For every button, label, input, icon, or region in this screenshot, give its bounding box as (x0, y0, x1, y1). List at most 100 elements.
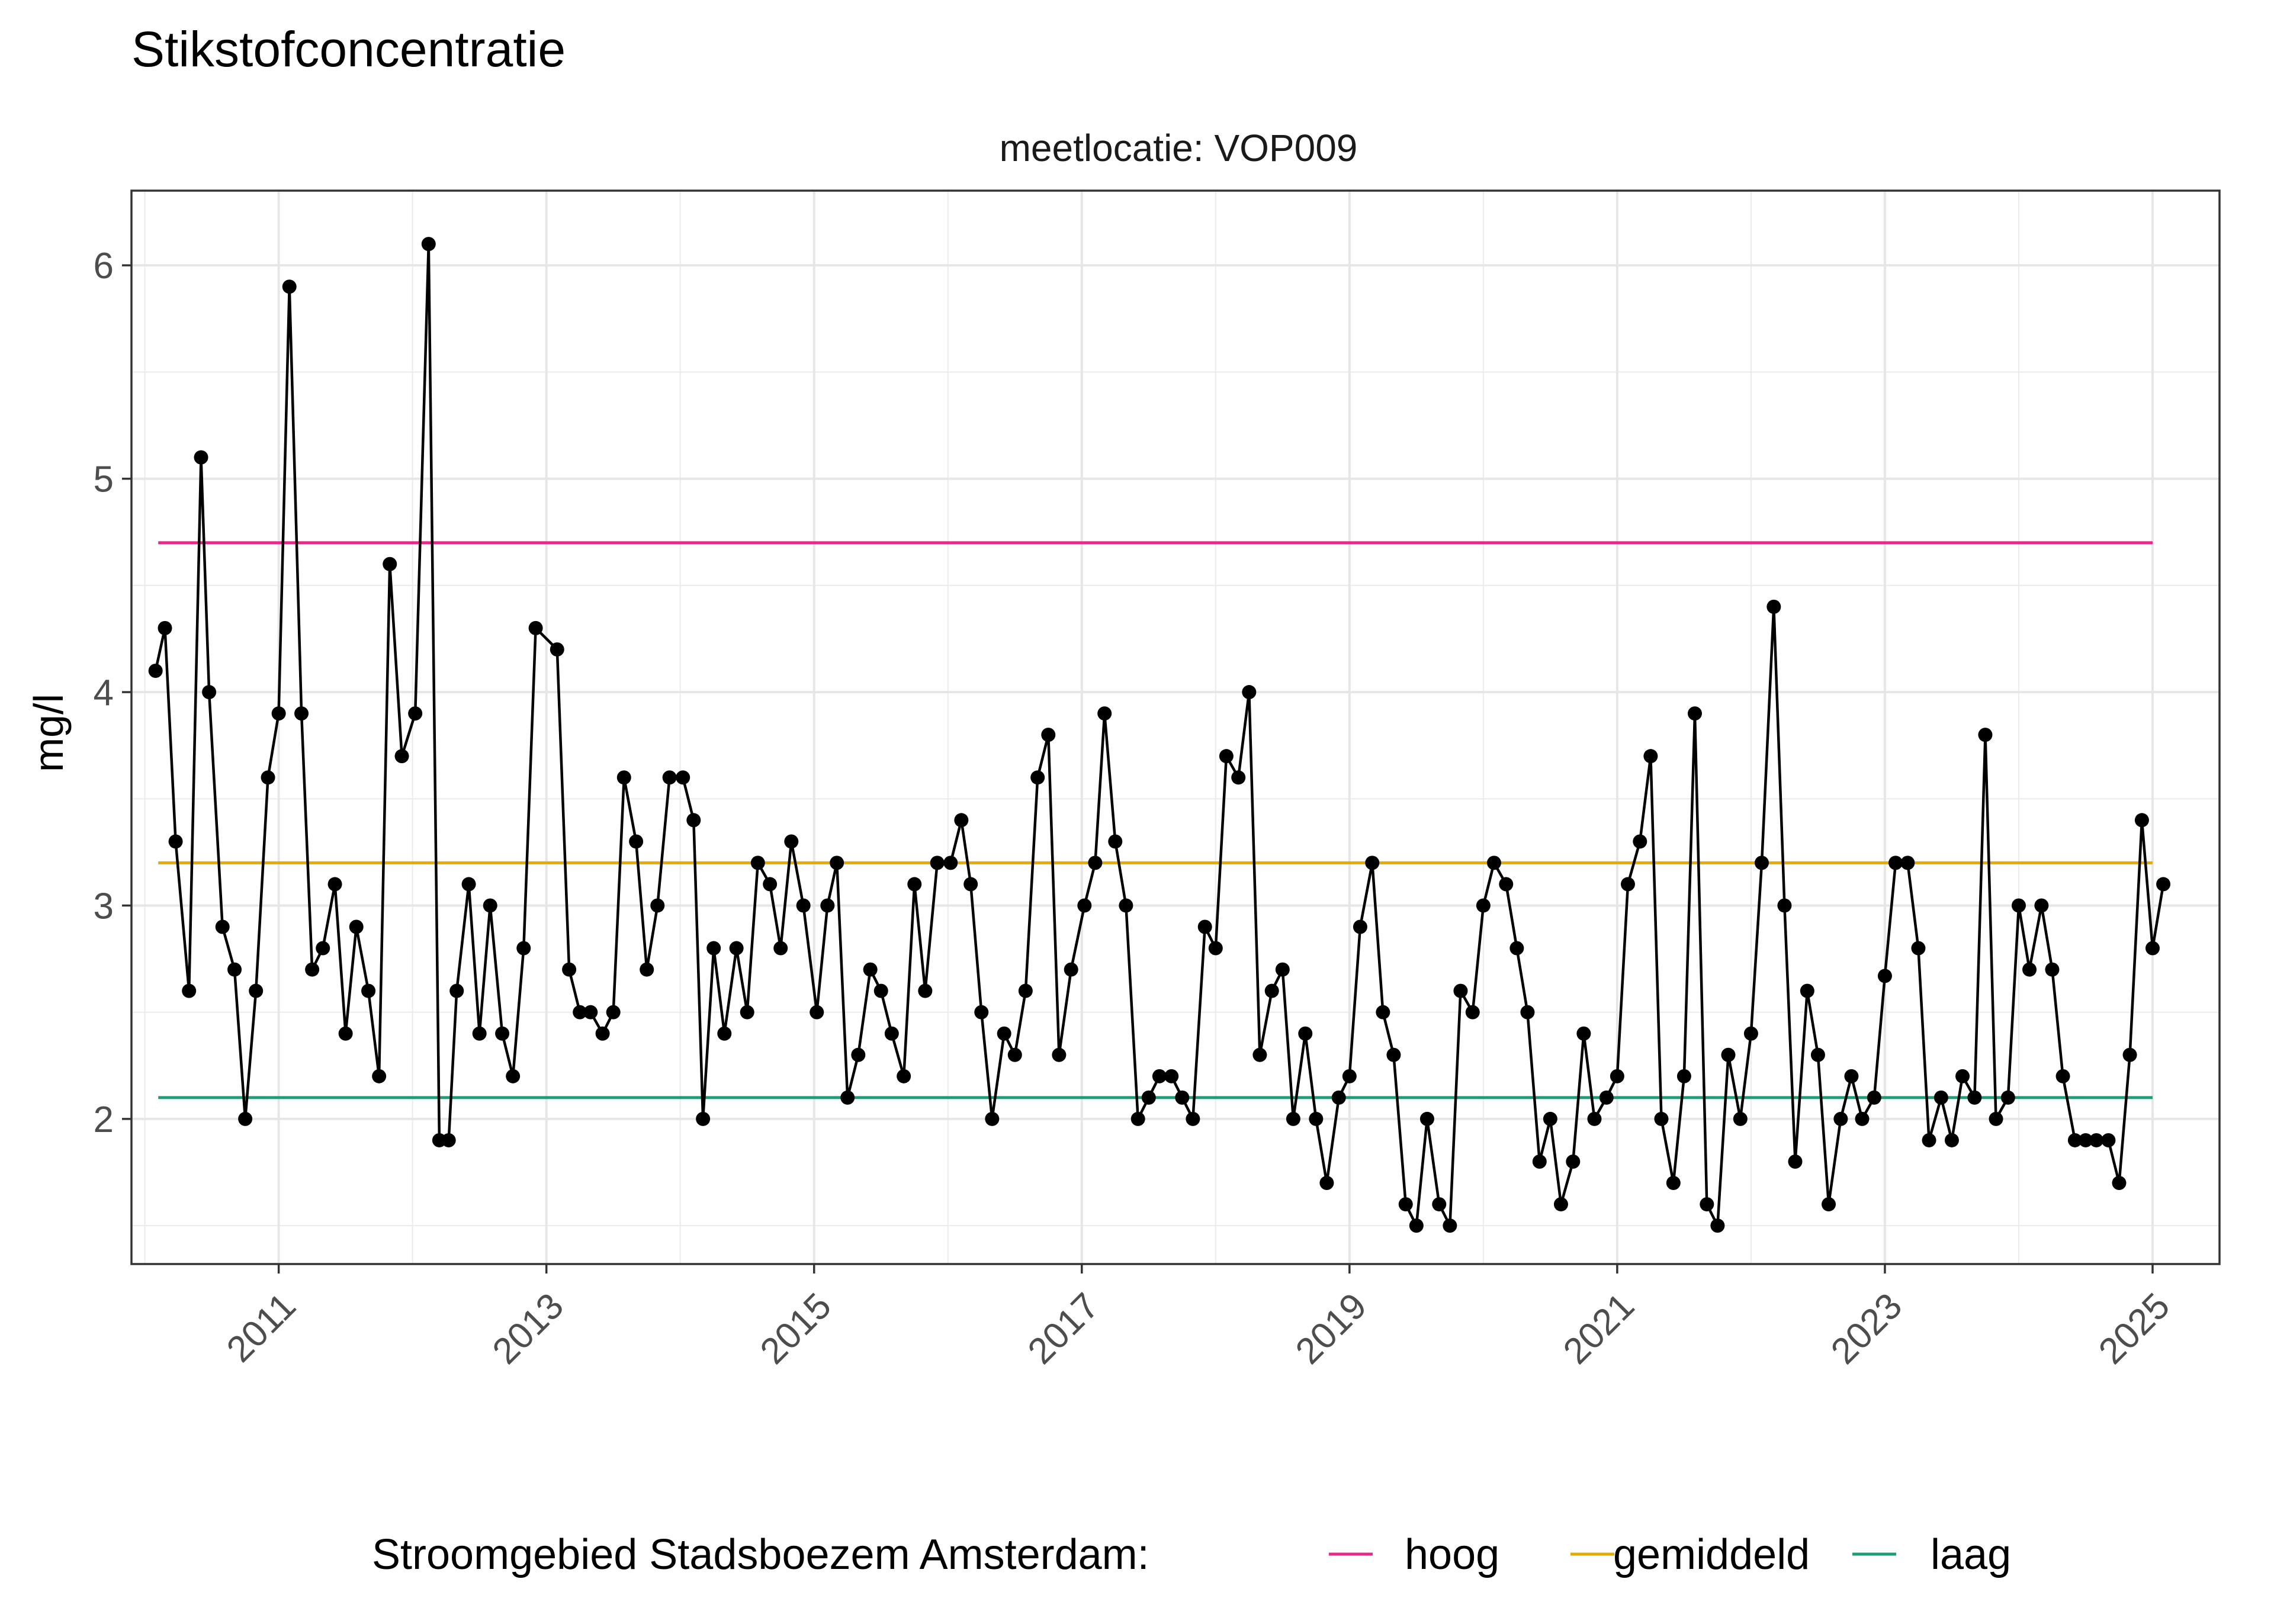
data-point (1119, 898, 1133, 913)
data-point (1275, 962, 1290, 977)
x-tick-label: 2015 (753, 1285, 839, 1372)
data-point (271, 706, 286, 721)
data-point (1855, 1111, 1870, 1126)
data-point (717, 1026, 732, 1041)
data-point (1298, 1026, 1313, 1041)
axes: 2 3 4 5 6 2011 2013 2015 2017 2019 2021 2023 2025 (94, 246, 2178, 1372)
data-point (696, 1111, 711, 1126)
data-point (1766, 599, 1781, 614)
data-point (985, 1111, 1000, 1126)
data-point (202, 685, 217, 700)
data-point (2045, 962, 2060, 977)
grid-layer (131, 191, 2220, 1264)
data-point (1788, 1154, 1803, 1169)
data-point (1286, 1111, 1300, 1126)
y-tick-label: 2 (94, 1099, 114, 1140)
data-point (1398, 1197, 1413, 1212)
data-point (2067, 1133, 2082, 1147)
data-point (1052, 1047, 1067, 1062)
data-point (1867, 1090, 1881, 1105)
data-point (1955, 1069, 1970, 1083)
data-point (954, 813, 969, 828)
data-point (1576, 1026, 1591, 1041)
x-tick-label: 2011 (219, 1285, 304, 1370)
data-point (1687, 706, 1702, 721)
data-point (616, 770, 631, 785)
data-point (1231, 770, 1246, 785)
data-point (662, 770, 677, 785)
data-point (1944, 1133, 1959, 1147)
data-point (449, 983, 464, 998)
plot-panel-border (130, 189, 2221, 1265)
data-point (763, 877, 778, 892)
data-point (784, 834, 799, 849)
data-point (148, 663, 163, 678)
data-point (2134, 813, 2149, 828)
data-point (1175, 1090, 1190, 1105)
data-point (629, 834, 644, 849)
data-point (1018, 983, 1033, 998)
data-point (472, 1026, 487, 1041)
data-point (851, 1047, 866, 1062)
data-point (1164, 1069, 1179, 1083)
data-point (595, 1026, 610, 1041)
data-point (441, 1133, 456, 1147)
data-point (282, 279, 297, 294)
data-point (1933, 1090, 1948, 1105)
reference-lines (158, 541, 2153, 1099)
data-point (1353, 919, 1367, 934)
y-tick-label: 5 (94, 459, 114, 500)
data-point (1654, 1111, 1669, 1126)
y-tick-label: 3 (94, 886, 114, 927)
data-point (943, 856, 958, 870)
data-point (2055, 1069, 2070, 1083)
data-point (1486, 856, 1501, 870)
data-point (686, 813, 701, 828)
data-point (238, 1111, 253, 1126)
data-point (963, 877, 978, 892)
data-point (1465, 1005, 1480, 1020)
data-point (550, 642, 564, 657)
data-point (1509, 941, 1524, 956)
data-point (1844, 1069, 1859, 1083)
data-point (1499, 877, 1514, 892)
legend-label-gemiddeld: gemiddeld (1613, 1531, 1810, 1578)
data-point (1064, 962, 1078, 977)
data-point (997, 1026, 1011, 1041)
data-point (327, 877, 342, 892)
data-point (2112, 1176, 2127, 1191)
data-point (215, 919, 230, 934)
data-point (158, 620, 172, 635)
data-point (1432, 1197, 1447, 1212)
data-point (873, 983, 888, 998)
data-point (1419, 1111, 1434, 1126)
data-point (483, 898, 497, 913)
data-point (1666, 1176, 1681, 1191)
data-point (907, 877, 922, 892)
data-point (461, 877, 476, 892)
data-point (1386, 1047, 1401, 1062)
data-point (1309, 1111, 1324, 1126)
data-point (1566, 1154, 1581, 1169)
data-point (706, 941, 721, 956)
x-tick-label: 2021 (1556, 1285, 1642, 1372)
data-point (2078, 1133, 2093, 1147)
data-point (1152, 1069, 1167, 1083)
data-point (1130, 1111, 1145, 1126)
data-point (1242, 685, 1257, 700)
data-point (1409, 1218, 1424, 1233)
data-point (249, 983, 264, 998)
data-point (1978, 728, 1993, 742)
data-point (606, 1005, 621, 1020)
data-point (1331, 1090, 1346, 1105)
legend-label-laag: laag (1931, 1531, 2011, 1578)
data-point (820, 898, 835, 913)
data-point (1041, 728, 1056, 742)
data-point (182, 983, 197, 998)
data-point (394, 749, 409, 764)
data-point (338, 1026, 353, 1041)
data-point (573, 1005, 587, 1020)
data-point (1088, 856, 1103, 870)
data-point (1186, 1111, 1200, 1126)
data-point (974, 1005, 989, 1020)
